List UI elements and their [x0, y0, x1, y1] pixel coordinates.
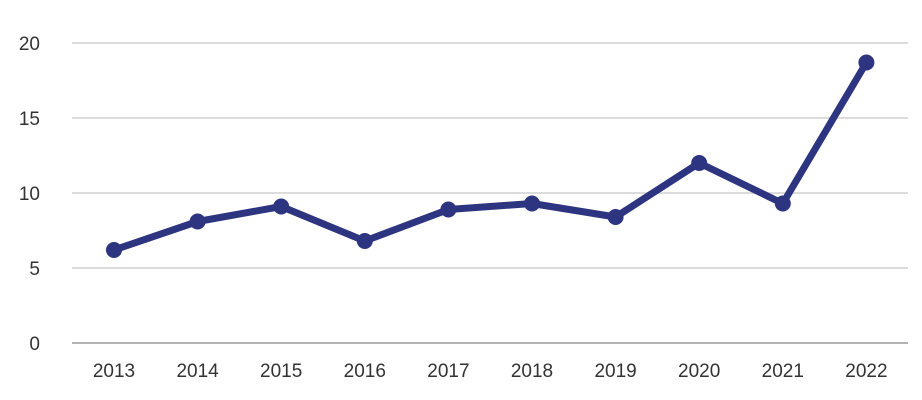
- x-tick-label: 2022: [845, 361, 887, 382]
- data-point: [106, 242, 122, 258]
- series-layer: [106, 54, 875, 258]
- data-point: [607, 209, 624, 225]
- y-tick-label: 10: [19, 184, 40, 205]
- y-tick-label: 5: [29, 259, 40, 280]
- x-tick-label: 2015: [260, 361, 302, 382]
- x-tick-label: 2013: [93, 361, 135, 382]
- data-point: [524, 195, 540, 212]
- data-point: [440, 201, 457, 218]
- series-line: [110, 59, 870, 254]
- x-tick-label: 2021: [762, 361, 804, 382]
- data-point: [858, 54, 875, 71]
- grid-lines: [72, 42, 908, 344]
- data-point: [189, 213, 206, 230]
- x-tick-label: 2016: [344, 361, 386, 382]
- x-axis-ticks: 2013 2014 2015 2016 2017 2018 2019 2020 2021 2022: [93, 361, 888, 382]
- x-tick-label: 2018: [511, 361, 553, 382]
- data-point: [774, 195, 791, 212]
- x-tick-label: 2014: [176, 361, 219, 382]
- y-tick-label: 15: [19, 109, 40, 130]
- y-tick-label: 20: [19, 34, 40, 55]
- data-point: [356, 233, 373, 249]
- y-tick-label: 0: [29, 334, 40, 355]
- data-point: [273, 198, 290, 215]
- y-axis-ticks: 0 5 10 15 20: [19, 34, 40, 355]
- x-tick-label: 2019: [594, 361, 636, 382]
- data-point: [691, 155, 708, 171]
- x-tick-label: 2017: [427, 361, 469, 382]
- x-tick-label: 2020: [678, 361, 720, 382]
